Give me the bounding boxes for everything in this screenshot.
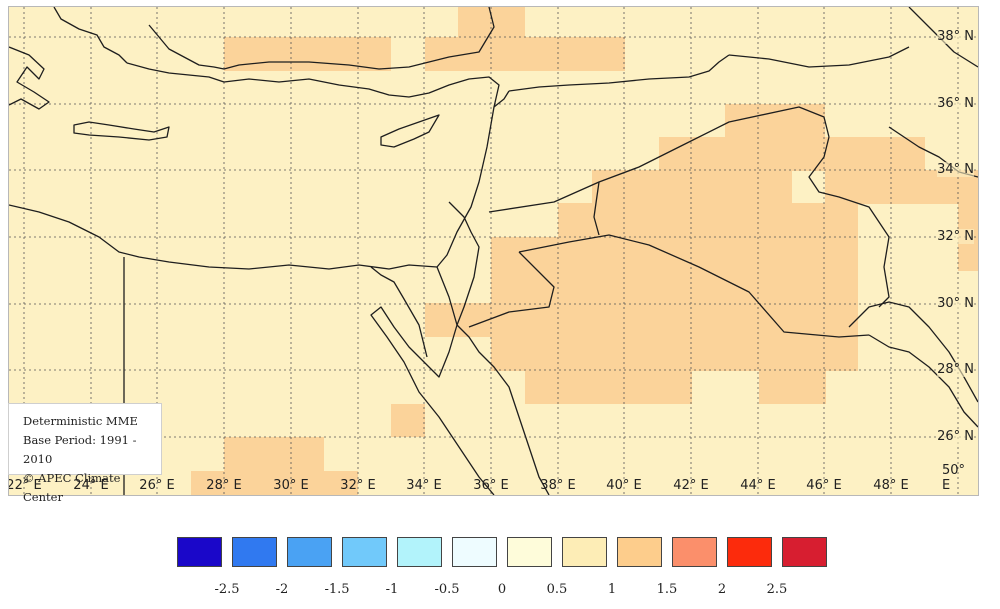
legend-swatch	[397, 537, 442, 567]
legend-tick: 0.5	[546, 582, 568, 597]
legend-tick: 2.5	[766, 582, 788, 597]
legend-swatch	[232, 537, 277, 567]
lat-label: 28° N	[937, 362, 974, 377]
legend-swatch	[562, 537, 607, 567]
lon-label: 38° E	[540, 478, 576, 493]
anomaly-cell	[391, 404, 425, 437]
lat-label: 30° N	[937, 296, 974, 311]
anomaly-cell	[491, 237, 858, 271]
lon-label: 36° E	[473, 478, 509, 493]
legend-swatch	[672, 537, 717, 567]
map-canvas	[9, 7, 978, 495]
legend-tick: -0.5	[434, 582, 460, 597]
lon-label: 40° E	[606, 478, 642, 493]
anomaly-cell	[759, 370, 826, 404]
anomaly-cells	[191, 7, 978, 495]
lon-label: 28° E	[206, 478, 242, 493]
lon-label: 22° E	[8, 478, 42, 493]
anomaly-cell	[425, 303, 858, 337]
legend-swatch	[177, 537, 222, 567]
info-box: Deterministic MME Base Period: 1991 - 20…	[8, 403, 162, 504]
legend-tick: -1	[385, 582, 399, 597]
lat-label: 34° N	[937, 162, 974, 177]
legend-swatch	[727, 537, 772, 567]
lon-label: 26° E	[139, 478, 175, 493]
lon-label: 32° E	[340, 478, 376, 493]
lon-label: 50° E	[942, 463, 966, 493]
coastlines	[9, 7, 978, 495]
anomaly-cell	[491, 270, 858, 304]
legend-swatch	[287, 537, 332, 567]
anomaly-cell	[191, 471, 358, 495]
anomaly-cell	[224, 437, 324, 471]
lon-label: 34° E	[406, 478, 442, 493]
legend-tick: -2	[275, 582, 289, 597]
lon-label: 46° E	[806, 478, 842, 493]
lon-label: 44° E	[740, 478, 776, 493]
legend-swatch	[782, 537, 827, 567]
map-panel: 38° N 36° N 34° N 32° N 30° N 28° N 26° …	[8, 6, 979, 496]
lat-label: 38° N	[937, 29, 974, 44]
legend-tick: 0	[497, 582, 507, 597]
lon-label: 30° E	[273, 478, 309, 493]
anomaly-cell	[525, 370, 692, 404]
legend-tick: 2	[717, 582, 727, 597]
legend-tick: 1	[607, 582, 617, 597]
info-base-period: Base Period: 1991 - 2010	[23, 433, 137, 466]
info-model: Deterministic MME	[23, 414, 138, 428]
anomaly-cell	[425, 37, 625, 71]
lat-label: 26° N	[937, 429, 974, 444]
legend-swatch	[507, 537, 552, 567]
anomaly-cell	[592, 170, 792, 204]
legend-tick: -2.5	[214, 582, 240, 597]
lon-label: 42° E	[673, 478, 709, 493]
legend-swatch	[452, 537, 497, 567]
legend-swatch	[342, 537, 387, 567]
legend-tick: 1.5	[656, 582, 678, 597]
legend-swatch	[617, 537, 662, 567]
anomaly-cell	[659, 137, 826, 171]
anomaly-cell	[224, 37, 391, 71]
anomaly-cell	[491, 337, 858, 371]
anomaly-cell	[458, 7, 525, 39]
lat-label: 36° N	[937, 96, 974, 111]
anomaly-cell	[725, 104, 825, 138]
anomaly-cell	[558, 203, 858, 237]
lon-label: 48° E	[873, 478, 909, 493]
lat-label: 32° N	[937, 229, 974, 244]
anomaly-cell	[825, 137, 925, 171]
lon-label: 24° E	[73, 478, 109, 493]
info-copyright: © APEC Climate Center	[23, 471, 121, 504]
legend-tick: -1.5	[324, 582, 350, 597]
